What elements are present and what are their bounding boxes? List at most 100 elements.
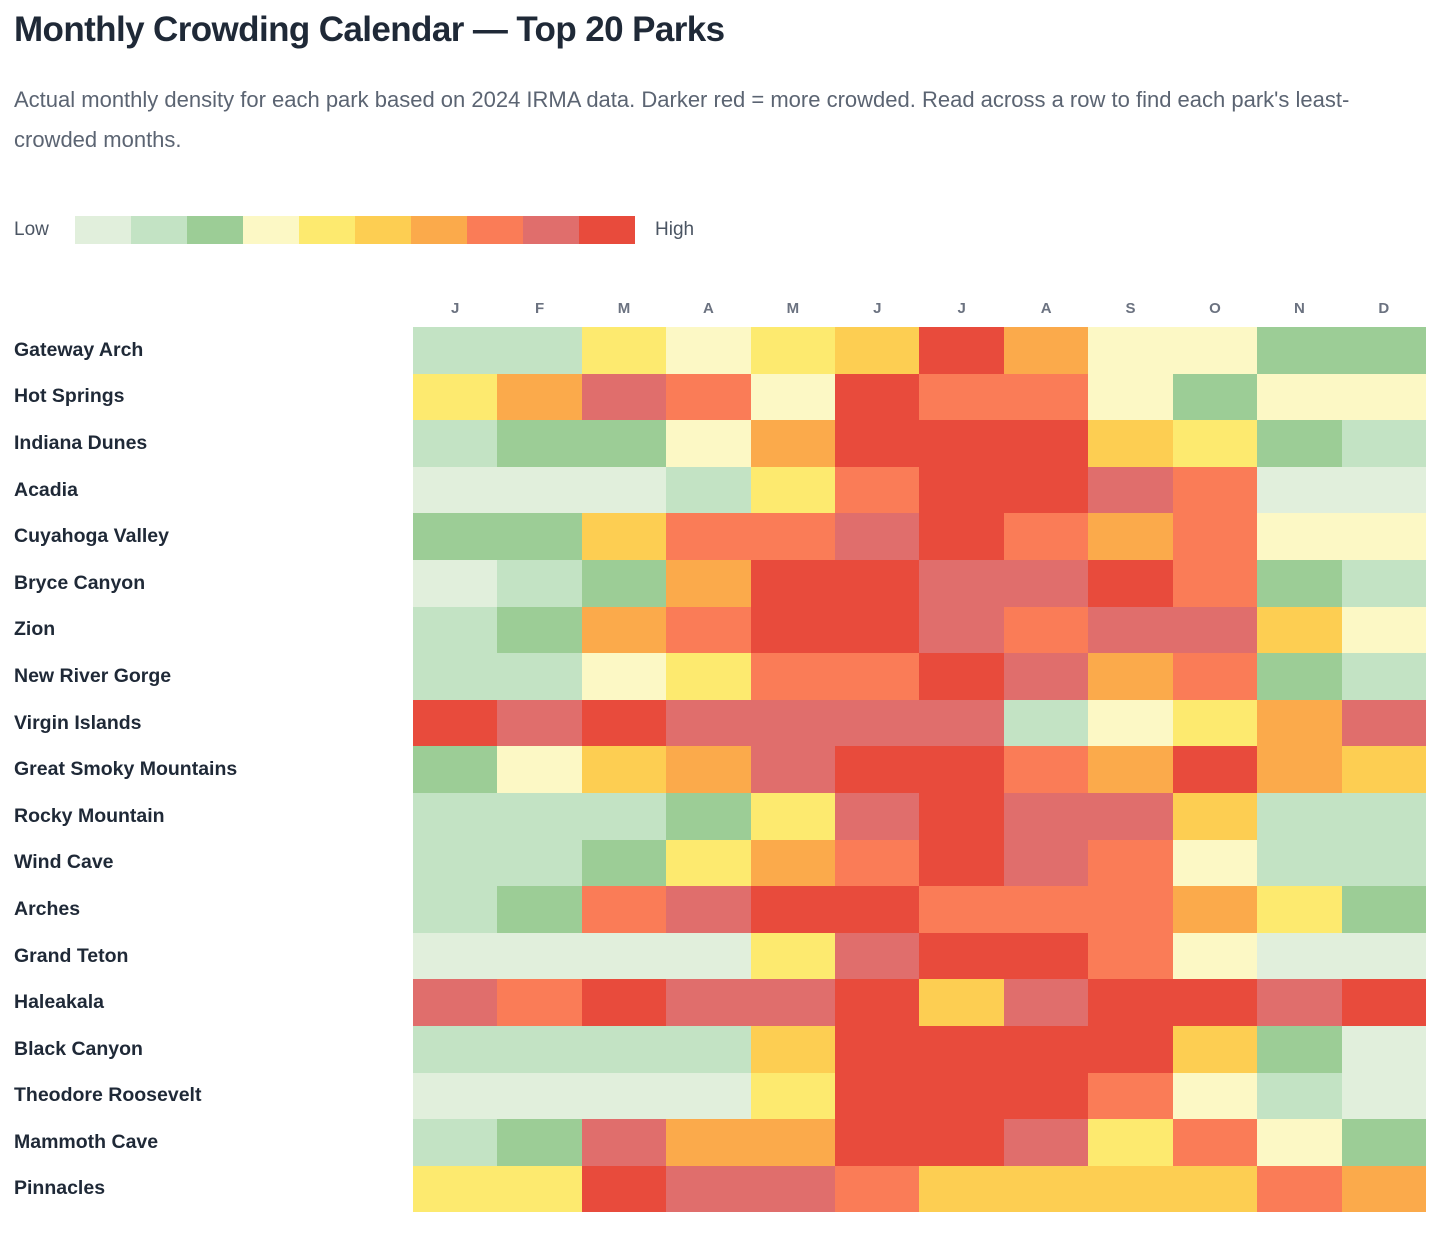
heat-cell-theodore-roosevelt-N10: [1257, 1072, 1342, 1120]
heat-cell-arches-A3: [666, 886, 751, 933]
heat-cell-black-canyon-M4: [750, 1025, 836, 1073]
heat-cell-great-smoky-mountains-O9: [1172, 746, 1258, 793]
park-label: Mammoth Cave: [14, 1130, 159, 1153]
heat-cell-grand-teton-J5: [835, 932, 920, 980]
heat-cell-wind-cave-N10: [1257, 839, 1342, 887]
heat-cell-black-canyon-N10: [1257, 1025, 1342, 1073]
heat-cell-rocky-mountain-S8: [1088, 792, 1173, 840]
heat-cell-haleakala-A7: [1003, 979, 1089, 1026]
heat-cell-virgin-islands-N10: [1257, 699, 1342, 747]
heat-cell-cuyahoga-valley-M4: [750, 513, 836, 560]
heat-cell-hot-springs-A3: [666, 373, 751, 421]
heat-cell-pinnacles-A3: [666, 1165, 751, 1213]
heat-cell-haleakala-F1: [497, 979, 582, 1026]
heat-cell-arches-M2: [581, 886, 667, 933]
heat-cell-acadia-N10: [1257, 466, 1342, 514]
heat-cell-black-canyon-O9: [1172, 1025, 1258, 1073]
heat-cell-mammoth-cave-J5: [835, 1119, 920, 1166]
heat-cell-new-river-gorge-A3: [666, 653, 751, 700]
heat-cell-pinnacles-M2: [581, 1165, 667, 1213]
heat-cell-bryce-canyon-J0: [413, 559, 498, 607]
heat-cell-gateway-arch-J5: [835, 327, 920, 374]
heat-cell-virgin-islands-D11: [1341, 699, 1426, 747]
heat-cell-great-smoky-mountains-J6: [919, 746, 1004, 793]
heat-cell-rocky-mountain-O9: [1172, 792, 1258, 840]
heat-cell-gateway-arch-S8: [1088, 327, 1173, 374]
heat-cell-haleakala-J0: [413, 979, 498, 1026]
heat-cell-mammoth-cave-O9: [1172, 1119, 1258, 1166]
legend-swatch-4: [299, 216, 355, 244]
heat-cell-virgin-islands-M4: [750, 699, 836, 747]
park-label: Theodore Roosevelt: [14, 1084, 202, 1107]
month-header-1: F: [535, 300, 545, 317]
heat-cell-zion-J6: [919, 606, 1004, 654]
heat-cell-grand-teton-A3: [666, 932, 751, 980]
heat-cell-theodore-roosevelt-M2: [581, 1072, 667, 1120]
heat-cell-bryce-canyon-A7: [1003, 559, 1089, 607]
heat-cell-hot-springs-N10: [1257, 373, 1342, 421]
heat-cell-bryce-canyon-D11: [1341, 559, 1426, 607]
heat-cell-mammoth-cave-M2: [581, 1119, 667, 1166]
heat-cell-bryce-canyon-S8: [1088, 559, 1173, 607]
heat-cell-arches-J6: [919, 886, 1004, 933]
heat-cell-mammoth-cave-S8: [1088, 1119, 1173, 1166]
heat-cell-pinnacles-O9: [1172, 1165, 1258, 1213]
month-header-0: J: [451, 300, 460, 317]
legend-swatch-2: [187, 216, 243, 244]
heat-cell-bryce-canyon-J6: [919, 559, 1004, 607]
heat-cell-new-river-gorge-O9: [1172, 653, 1258, 700]
park-label: Cuyahoga Valley: [14, 525, 169, 548]
heat-cell-indiana-dunes-A3: [666, 420, 751, 467]
heat-cell-haleakala-J6: [919, 979, 1004, 1026]
heat-cell-haleakala-N10: [1257, 979, 1342, 1026]
heat-cell-pinnacles-S8: [1088, 1165, 1173, 1213]
month-header-2: M: [617, 300, 631, 317]
heat-cell-mammoth-cave-F1: [497, 1119, 582, 1166]
heat-cell-black-canyon-A7: [1003, 1025, 1089, 1073]
legend-swatch-9: [579, 216, 635, 244]
heat-cell-bryce-canyon-F1: [497, 559, 582, 607]
heat-cell-black-canyon-J5: [835, 1025, 920, 1073]
heat-cell-pinnacles-J6: [919, 1165, 1004, 1213]
park-label: Pinnacles: [14, 1177, 106, 1200]
month-header-11: D: [1378, 300, 1390, 317]
heat-cell-theodore-roosevelt-O9: [1172, 1072, 1258, 1120]
heat-cell-indiana-dunes-J5: [835, 420, 920, 467]
heat-cell-zion-A3: [666, 606, 751, 654]
heat-cell-pinnacles-J0: [413, 1165, 498, 1213]
heat-cell-pinnacles-D11: [1341, 1165, 1426, 1213]
heat-cell-indiana-dunes-A7: [1003, 420, 1089, 467]
heat-cell-acadia-S8: [1088, 466, 1173, 514]
month-header-10: N: [1293, 300, 1305, 317]
heat-cell-theodore-roosevelt-M4: [750, 1072, 836, 1120]
heat-cell-gateway-arch-N10: [1257, 327, 1342, 374]
month-header-5: J: [873, 300, 882, 317]
heat-cell-zion-J0: [413, 606, 498, 654]
crowding-calendar-page: Monthly Crowding Calendar — Top 20 Parks…: [14, 10, 1426, 1213]
heat-cell-arches-D11: [1341, 886, 1426, 933]
month-header-3: A: [703, 300, 714, 317]
heat-cell-indiana-dunes-F1: [497, 420, 582, 467]
heat-cell-new-river-gorge-D11: [1341, 653, 1426, 700]
heat-cell-indiana-dunes-O9: [1172, 420, 1258, 467]
heat-cell-gateway-arch-O9: [1172, 327, 1258, 374]
heat-cell-virgin-islands-J6: [919, 699, 1004, 747]
heat-cell-indiana-dunes-M2: [581, 420, 667, 467]
heat-cell-haleakala-A3: [666, 979, 751, 1026]
heat-cell-mammoth-cave-A7: [1003, 1119, 1089, 1166]
month-header-9: O: [1209, 300, 1221, 317]
park-label: Arches: [14, 897, 81, 920]
heat-cell-mammoth-cave-D11: [1341, 1119, 1426, 1166]
heat-cell-rocky-mountain-M4: [750, 792, 836, 840]
heat-cell-mammoth-cave-M4: [750, 1119, 836, 1166]
heat-cell-theodore-roosevelt-F1: [497, 1072, 582, 1120]
heat-cell-hot-springs-J0: [413, 373, 498, 421]
heat-cell-hot-springs-F1: [497, 373, 582, 421]
park-label: Black Canyon: [14, 1037, 143, 1060]
month-header-6: J: [957, 300, 966, 317]
heat-cell-virgin-islands-J5: [835, 699, 920, 747]
legend-swatch-8: [523, 216, 579, 244]
heat-cell-new-river-gorge-M2: [581, 653, 667, 700]
park-label: Haleakala: [14, 991, 104, 1014]
